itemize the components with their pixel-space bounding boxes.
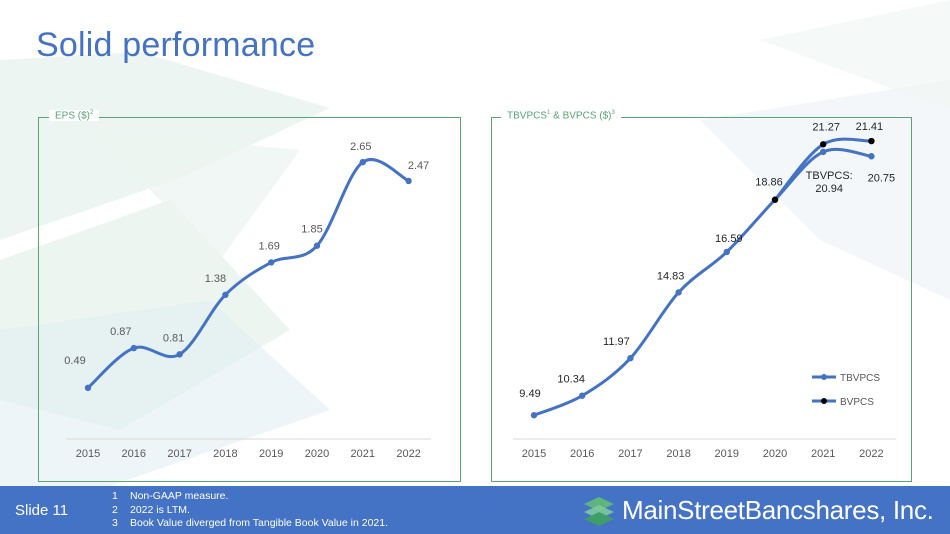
data-point-series-0 (405, 177, 412, 185)
page-title: Solid performance (36, 26, 316, 64)
data-label-series-0: 0.87 (110, 326, 131, 338)
legend-label: BVPCS (840, 397, 874, 408)
x-tick-label: 2020 (763, 448, 787, 460)
footnote-item: 1 Non-GAAP measure. (112, 490, 388, 504)
eps-chart-panel: EPS ($)2 2015 2016 2017 2018 2019 2020 2021 202… (38, 110, 461, 482)
footnote-text: Book Value diverged from Tangible Book V… (130, 517, 389, 529)
data-point-bvpcs (771, 196, 779, 203)
data-label-series-0: 1.38 (205, 273, 226, 285)
slide-number: Slide 11 (15, 502, 69, 519)
x-tick-label: 2016 (122, 448, 146, 460)
x-tick-label: 2017 (618, 448, 642, 460)
data-point-bvpcs (868, 137, 875, 145)
data-point-series-0 (84, 384, 92, 392)
data-label-series-0: 0.81 (163, 332, 184, 344)
x-tick-label: 2015 (522, 448, 546, 460)
company-logo-text: MainStreetBancshares, Inc. (622, 495, 934, 525)
data-point-series-0 (359, 158, 366, 166)
book-value-chart-title: TBVPCS1 & BVPCS ($)3 (501, 110, 621, 122)
data-label-tbvpcs: 10.34 (557, 374, 585, 386)
data-point-tbvpcs (723, 248, 730, 256)
data-point-tbvpcs (627, 354, 634, 362)
book-value-line-chart: 2015 2016 2017 2018 2019 2020 2021 2022 9.49 10.3… (513, 118, 896, 460)
data-point-series-0 (313, 242, 321, 249)
book-value-chart-title-footnote-1: 1 (547, 110, 551, 116)
eps-chart-title: EPS ($)2 (49, 110, 100, 122)
data-point-tbvpcs (530, 412, 538, 419)
data-point-tbvpcs (868, 153, 875, 160)
eps-chart-title-footnote: 2 (90, 110, 94, 116)
footnote-item: 3 Book Value diverged from Tangible Book … (112, 517, 388, 531)
series-line-tbvpcs (532, 147, 873, 417)
x-tick-label: 2022 (859, 448, 883, 460)
data-point-bvpcs (820, 141, 827, 148)
eps-chart-title-text: EPS ($) (55, 110, 91, 122)
data-point-series-0 (176, 351, 183, 358)
data-point-series-0 (222, 291, 229, 299)
data-label-series-0: 2.65 (350, 141, 371, 153)
legend-marker (821, 398, 827, 404)
legend-label: TBVPCS (840, 373, 880, 384)
data-point-series-0 (130, 344, 137, 352)
book-value-chart-title-text: TBVPCS (507, 110, 548, 122)
legend-marker (821, 374, 827, 380)
data-label-series-0: 0.49 (64, 355, 85, 367)
book-value-chart-title-mid: & BVPCS ($) (550, 110, 612, 122)
series-line-series-0 (86, 158, 411, 390)
x-tick-label: 2016 (570, 448, 594, 460)
x-tick-label: 2022 (396, 448, 420, 460)
footnotes-list: 1 Non-GAAP measure. 2 2022 is LTM. 3 Book V… (112, 490, 388, 531)
data-label-bvpcs: 21.41 (856, 121, 884, 133)
data-label-tbvpcs: 14.83 (657, 270, 685, 282)
x-tick-label: 2019 (259, 448, 283, 460)
x-tick-label: 2015 (76, 448, 100, 460)
footnote-text: Non-GAAP measure. (130, 490, 229, 502)
x-tick-label: 2019 (715, 448, 739, 460)
data-label-tbvpcs: 18.86 (755, 177, 783, 189)
book-value-chart-title-footnote-3: 3 (611, 110, 615, 116)
data-label-series-0: 1.85 (301, 224, 322, 236)
footnote-item: 2 2022 is LTM. (112, 504, 388, 518)
data-label-tbvpcs: TBVPCS: 20.94 (806, 170, 853, 195)
data-label-tbvpcs: 9.49 (519, 388, 540, 400)
data-label-tbvpcs: 11.97 (603, 336, 630, 348)
data-label-series-0: 2.47 (408, 160, 429, 172)
x-tick-label: 2021 (351, 448, 375, 460)
book-value-chart-panel: TBVPCS1 & BVPCS ($)3 2015 2016 2017 2018 201… (491, 110, 912, 482)
data-label-bvpcs: BVPCS:21.27 (806, 118, 846, 133)
footnote-text: 2022 is LTM. (130, 503, 190, 516)
x-tick-label: 2017 (167, 448, 191, 460)
stacked-layers-logo-icon (584, 497, 614, 526)
footer-bar: Slide 11 1 Non-GAAP measure. 2 2022 is LTM… (0, 486, 950, 534)
footnote-number: 3 (112, 517, 118, 529)
data-point-tbvpcs (820, 148, 827, 156)
data-label-series-0: 1.69 (258, 240, 279, 252)
data-label-tbvpcs: 20.75 (868, 172, 896, 184)
data-label-tbvpcs: 16.59 (715, 233, 743, 245)
x-tick-label: 2021 (811, 448, 835, 460)
eps-line-chart: 2015 2016 2017 2018 2019 2020 2021 2022 0.49 0.87… (64, 141, 431, 460)
data-point-tbvpcs (579, 392, 586, 399)
footnote-number: 2 (112, 503, 118, 516)
x-tick-label: 2018 (666, 448, 690, 460)
x-tick-label: 2018 (213, 448, 237, 460)
data-point-series-0 (268, 259, 275, 266)
footnote-number: 1 (112, 490, 118, 502)
data-point-tbvpcs (675, 289, 682, 296)
x-tick-label: 2020 (305, 448, 329, 460)
